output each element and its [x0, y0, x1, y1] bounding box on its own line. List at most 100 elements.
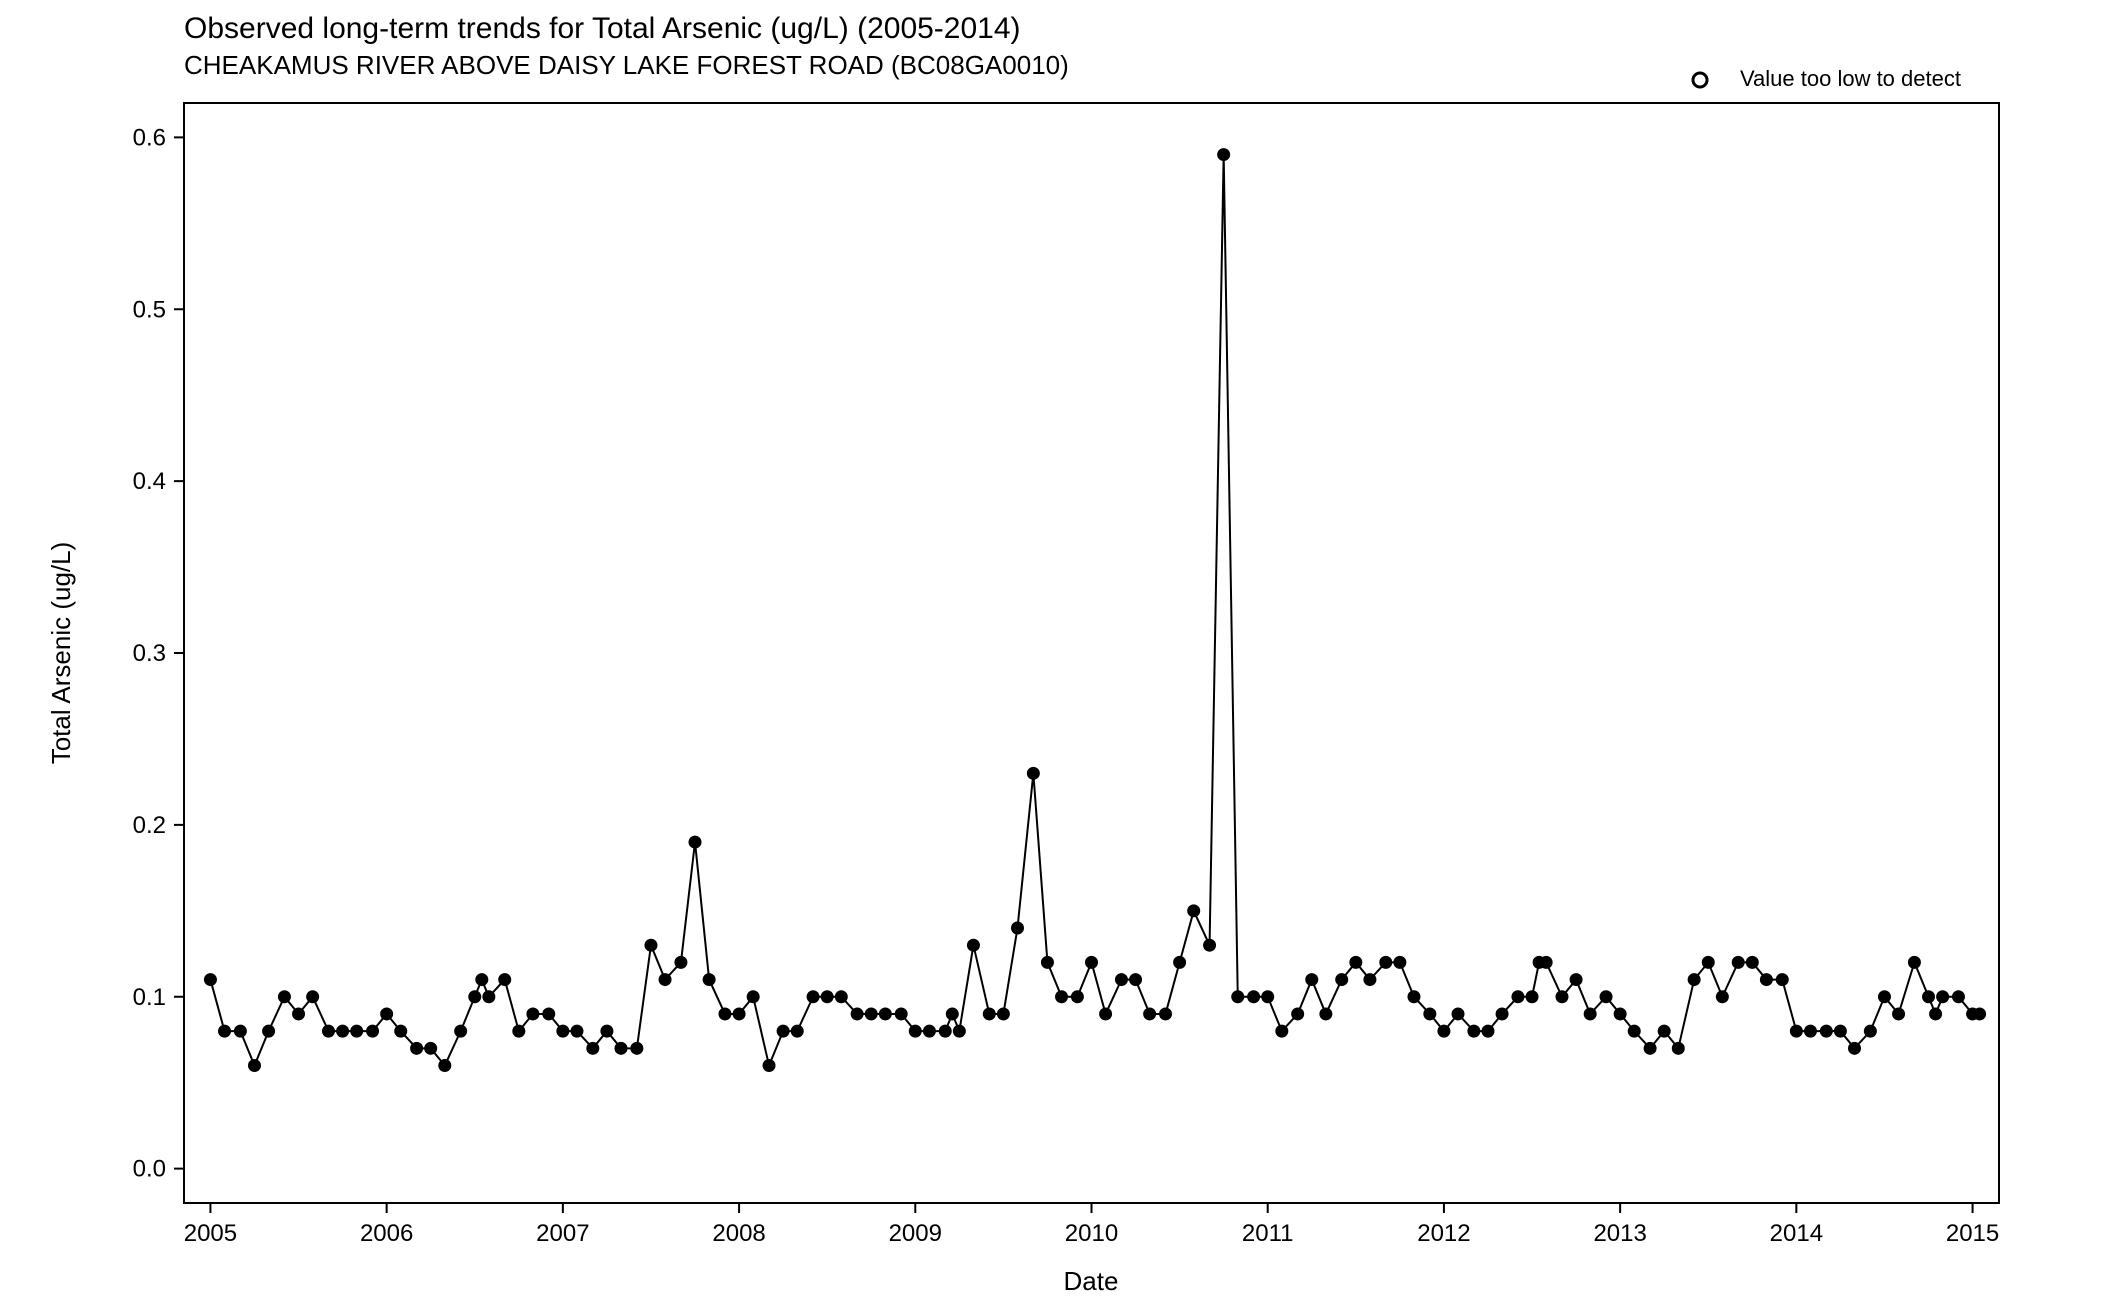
- x-tick-label: 2009: [889, 1220, 942, 1247]
- data-point: [1974, 1008, 1986, 1020]
- data-point: [645, 939, 657, 951]
- data-point: [293, 1008, 305, 1020]
- data-point: [1468, 1025, 1480, 1037]
- data-point: [601, 1025, 613, 1037]
- data-point: [1849, 1042, 1861, 1054]
- data-point: [939, 1025, 951, 1037]
- data-point: [821, 991, 833, 1003]
- data-point: [455, 1025, 467, 1037]
- x-tick-label: 2007: [536, 1220, 589, 1247]
- data-point: [381, 1008, 393, 1020]
- x-tick-label: 2006: [360, 1220, 413, 1247]
- data-point: [337, 1025, 349, 1037]
- data-point: [953, 1025, 965, 1037]
- plot-panel: [184, 103, 1999, 1203]
- data-point: [1336, 974, 1348, 986]
- data-point: [1086, 956, 1098, 968]
- data-point: [1115, 974, 1127, 986]
- data-point: [763, 1060, 775, 1072]
- y-tick-label: 0.5: [133, 296, 166, 323]
- x-tick-label: 2013: [1593, 1220, 1646, 1247]
- data-markers: [204, 149, 1985, 1072]
- data-point: [219, 1025, 231, 1037]
- data-point: [1776, 974, 1788, 986]
- data-point: [1570, 974, 1582, 986]
- data-point: [1628, 1025, 1640, 1037]
- data-point: [248, 1060, 260, 1072]
- data-point: [777, 1025, 789, 1037]
- data-point: [675, 956, 687, 968]
- data-point: [659, 974, 671, 986]
- data-point: [1732, 956, 1744, 968]
- data-point: [967, 939, 979, 951]
- chart-svg: Observed long-term trends for Total Arse…: [0, 0, 2112, 1309]
- data-point: [1144, 1008, 1156, 1020]
- data-point: [571, 1025, 583, 1037]
- data-point: [367, 1025, 379, 1037]
- data-point: [1908, 956, 1920, 968]
- data-point: [1804, 1025, 1816, 1037]
- data-point: [879, 1008, 891, 1020]
- x-axis-ticks: 2005200620072008200920102011201220132014…: [184, 1203, 2000, 1247]
- data-point: [1011, 922, 1023, 934]
- data-point: [1952, 991, 1964, 1003]
- data-point: [425, 1042, 437, 1054]
- y-tick-label: 0.6: [133, 124, 166, 151]
- data-point: [1672, 1042, 1684, 1054]
- data-point: [1820, 1025, 1832, 1037]
- data-point: [997, 1008, 1009, 1020]
- data-point: [1232, 991, 1244, 1003]
- data-point: [791, 1025, 803, 1037]
- data-point: [1600, 991, 1612, 1003]
- data-point: [483, 991, 495, 1003]
- data-point: [1760, 974, 1772, 986]
- data-point: [411, 1042, 423, 1054]
- data-point: [1306, 974, 1318, 986]
- data-point: [1746, 956, 1758, 968]
- data-point: [1364, 974, 1376, 986]
- data-point: [587, 1042, 599, 1054]
- x-tick-label: 2008: [712, 1220, 765, 1247]
- data-point: [1556, 991, 1568, 1003]
- data-point: [1380, 956, 1392, 968]
- data-point: [719, 1008, 731, 1020]
- legend-label: Value too low to detect: [1740, 66, 1961, 91]
- data-point: [865, 1008, 877, 1020]
- x-axis-label: Date: [1064, 1266, 1119, 1296]
- data-point: [322, 1025, 334, 1037]
- data-line: [210, 155, 1979, 1066]
- data-point: [307, 991, 319, 1003]
- chart-container: Observed long-term trends for Total Arse…: [0, 0, 2112, 1309]
- data-point: [835, 991, 847, 1003]
- data-point: [807, 991, 819, 1003]
- data-point: [234, 1025, 246, 1037]
- x-tick-label: 2012: [1417, 1220, 1470, 1247]
- data-point: [1512, 991, 1524, 1003]
- data-point: [469, 991, 481, 1003]
- data-point: [1056, 991, 1068, 1003]
- data-point: [513, 1025, 525, 1037]
- data-point: [1834, 1025, 1846, 1037]
- data-point: [1452, 1008, 1464, 1020]
- data-point: [689, 836, 701, 848]
- data-point: [1218, 149, 1230, 161]
- data-point: [439, 1060, 451, 1072]
- data-point: [1716, 991, 1728, 1003]
- data-point: [543, 1008, 555, 1020]
- data-point: [1248, 991, 1260, 1003]
- y-tick-label: 0.0: [133, 1156, 166, 1183]
- data-point: [1482, 1025, 1494, 1037]
- data-point: [1878, 991, 1890, 1003]
- y-tick-label: 0.3: [133, 640, 166, 667]
- data-point: [1027, 767, 1039, 779]
- data-point: [946, 1008, 958, 1020]
- data-point: [631, 1042, 643, 1054]
- chart-title: Observed long-term trends for Total Arse…: [184, 12, 1021, 45]
- data-point: [1540, 956, 1552, 968]
- data-point: [1071, 991, 1083, 1003]
- data-point: [851, 1008, 863, 1020]
- data-point: [527, 1008, 539, 1020]
- data-point: [1930, 1008, 1942, 1020]
- data-point: [1688, 974, 1700, 986]
- data-point: [1937, 991, 1949, 1003]
